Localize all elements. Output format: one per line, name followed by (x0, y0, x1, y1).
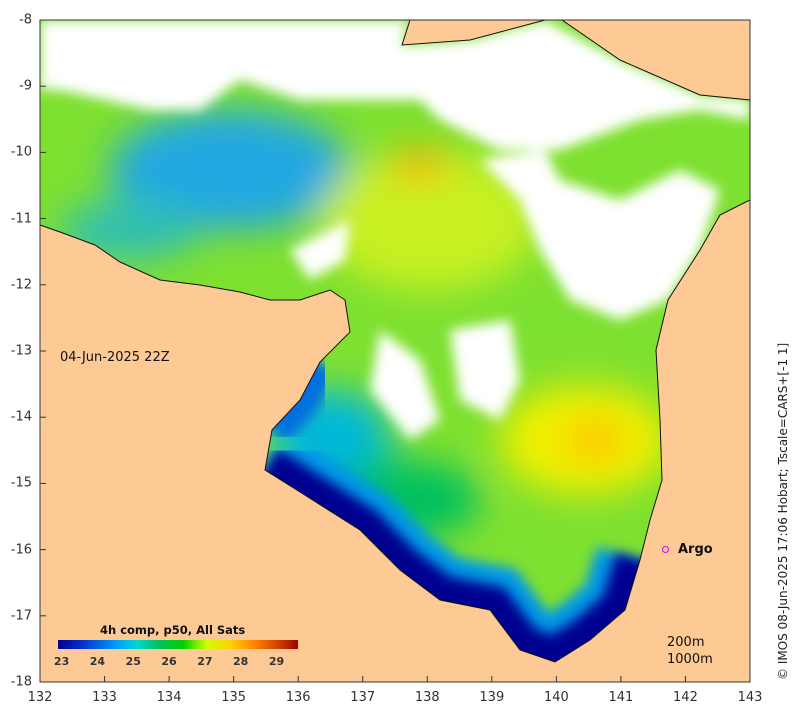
colorbar (58, 640, 298, 649)
argo-label: Argo (678, 542, 713, 557)
lat-tick-label: -14 (10, 409, 32, 425)
lat-tick-label: -11 (10, 211, 32, 227)
lat-tick-label: -17 (10, 608, 32, 624)
lat-tick-label: -10 (10, 144, 32, 160)
lon-tick-label: 141 (608, 690, 634, 705)
lon-tick-label: 139 (479, 690, 505, 705)
lon-tick-label: 142 (673, 690, 698, 705)
axis-ticks (39, 19, 751, 683)
isobath-200m-label: 200m (667, 635, 705, 650)
lon-tick-label: 136 (285, 690, 311, 705)
colorbar-tick-label: 27 (197, 655, 213, 668)
lon-tick-label: 134 (156, 690, 182, 705)
timestamp-label: 04-Jun-2025 22Z (60, 350, 170, 365)
lon-tick-label: 140 (543, 690, 569, 705)
lon-tick-label: 133 (92, 690, 117, 705)
lat-tick-label: -16 (10, 542, 32, 558)
colorbar-title: 4h comp, p50, All Sats (100, 623, 246, 637)
lat-tick-label: -13 (10, 343, 32, 359)
coastline (39, 19, 751, 663)
lon-tick-label: 132 (27, 690, 53, 705)
colorbar-tick-label: 25 (125, 655, 141, 668)
credit-text: © IMOS 08-Jun-2025 17:06 Hobart; Tscale=… (776, 342, 790, 680)
lat-tick-label: -18 (10, 674, 32, 690)
argo-float-marker[interactable] (662, 545, 670, 553)
lat-tick-label: -8 (19, 12, 32, 28)
lat-tick-label: -15 (10, 475, 32, 491)
colorbar-tick-label: 24 (89, 655, 106, 668)
lon-tick-label: 138 (414, 690, 440, 705)
colorbar-tick-label: 26 (161, 655, 177, 668)
lat-tick-label: -9 (19, 78, 32, 94)
colorbar-tick-label: 28 (233, 655, 249, 668)
lon-tick-label: 143 (737, 690, 763, 705)
lon-tick-label: 137 (350, 690, 376, 705)
colorbar-tick-label: 23 (53, 655, 70, 668)
lat-tick-label: -12 (10, 277, 32, 293)
lon-tick-label: 135 (221, 690, 247, 705)
colorbar-tick-label: 29 (268, 655, 285, 668)
isobath-1000m-label: 1000m (667, 652, 713, 667)
cloud-mask (40, 20, 750, 440)
